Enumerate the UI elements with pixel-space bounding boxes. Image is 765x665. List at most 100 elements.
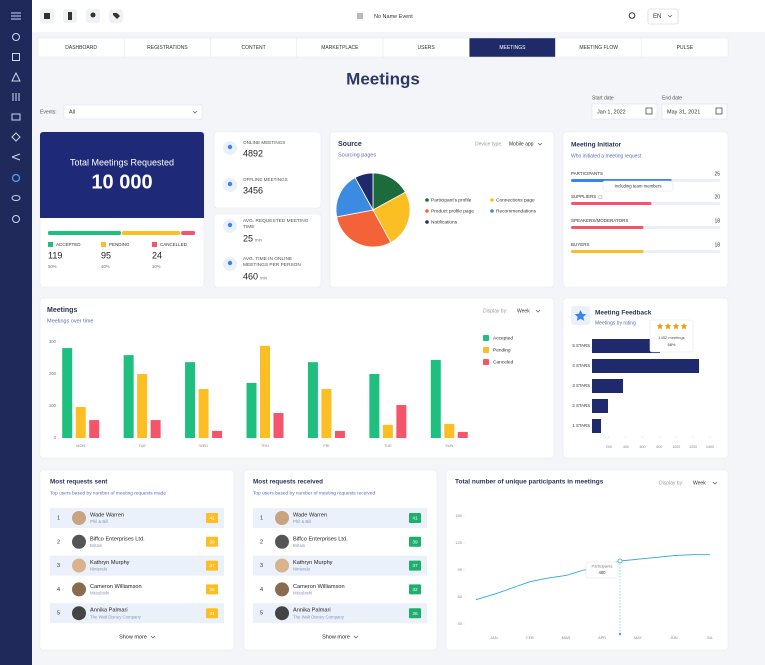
tab-label: MARKETPLACE — [321, 45, 359, 51]
legend-swatch — [483, 359, 489, 365]
list-row[interactable] — [253, 579, 427, 600]
search-icon[interactable] — [628, 12, 636, 19]
calendar-icon — [44, 13, 50, 19]
hover-point — [617, 558, 623, 564]
list-row[interactable] — [50, 555, 224, 576]
legend-swatch — [483, 335, 489, 341]
user-company: Britain — [90, 543, 103, 548]
bar — [457, 431, 468, 438]
list-row[interactable] — [253, 555, 427, 576]
user-company: Nintendo — [293, 567, 311, 572]
y-tick-label: 100 — [49, 403, 57, 408]
view-icon[interactable] — [11, 195, 21, 201]
rank: 2 — [260, 539, 263, 545]
bar — [430, 359, 441, 438]
meetings-card — [39, 297, 555, 459]
edit-icon[interactable] — [12, 53, 20, 61]
y-tick-label: 200 — [49, 371, 57, 376]
user-company: The Walt Disney Company — [293, 614, 345, 619]
count-badge — [206, 584, 218, 595]
bar — [137, 374, 148, 438]
tooltip-label: Participants — [592, 564, 613, 569]
bar — [307, 362, 318, 438]
breakdown-label: ACCEPTED — [56, 242, 81, 247]
start-label: Start date — [592, 95, 614, 101]
list-row[interactable] — [50, 531, 224, 552]
bar — [321, 389, 332, 438]
list-row[interactable] — [50, 603, 224, 624]
tooltip-star — [680, 323, 688, 330]
x-tick-label: SUN — [445, 444, 453, 448]
avatar — [275, 558, 289, 573]
settings-icon[interactable] — [12, 33, 20, 41]
launch-icon[interactable] — [11, 71, 21, 82]
chart-title: Meetings — [47, 307, 77, 314]
start-input[interactable] — [591, 103, 658, 120]
legend-label: Accepted — [493, 336, 513, 342]
feedback-star-icon — [574, 310, 587, 321]
x-tick-label: 1400 — [706, 445, 714, 449]
bar — [212, 430, 223, 438]
legend-label: Notifications — [431, 220, 458, 226]
users-icon — [90, 12, 96, 18]
tab[interactable] — [641, 37, 729, 58]
display-value: Week — [693, 480, 706, 486]
show-more[interactable]: Show more — [119, 634, 147, 640]
filters-icon[interactable] — [12, 93, 20, 101]
bar — [150, 420, 161, 438]
list-row[interactable] — [50, 579, 224, 600]
share-icon[interactable] — [11, 153, 21, 161]
avatar — [72, 558, 86, 573]
stat-label-box: AVG. REQUESTED MEETING TIME — [243, 219, 308, 230]
tab-label: REGISTRATIONS — [147, 45, 188, 51]
language-select[interactable] — [647, 8, 679, 25]
chart-subtitle: Meetings by rating — [595, 320, 636, 326]
progress-segment — [181, 231, 195, 235]
tooltip-note: Including team members — [614, 183, 661, 188]
legend-dot — [490, 209, 494, 213]
rank: 5 — [57, 611, 60, 617]
stat-value: 4892 — [243, 148, 263, 158]
hover-foot — [618, 632, 622, 636]
legend-dot — [490, 198, 494, 202]
rank: 4 — [260, 587, 263, 593]
legend-dot — [425, 220, 429, 224]
participants-card — [445, 469, 729, 651]
tag-icon[interactable] — [11, 132, 21, 142]
count: 31 — [209, 611, 215, 617]
show-more[interactable]: Show more — [322, 634, 350, 640]
list-row[interactable] — [253, 508, 427, 528]
end-input[interactable] — [661, 103, 728, 120]
bar — [592, 359, 700, 373]
briefcase-icon[interactable] — [11, 113, 21, 121]
list-row[interactable] — [253, 531, 427, 552]
tooltip-star — [672, 323, 680, 330]
stat-label: OFFLINE MEETINGS — [243, 177, 288, 182]
tab-label: USERS — [418, 45, 436, 51]
meetings-icon-active[interactable] — [11, 173, 21, 183]
user-company: Mitsubishi — [293, 591, 312, 596]
legend-label: Pending — [493, 348, 511, 354]
chevron — [353, 635, 359, 639]
list-row[interactable] — [253, 603, 427, 624]
y-tick-label: 1 STARS — [572, 423, 590, 428]
count: 26 — [412, 611, 418, 617]
menu-icon[interactable] — [11, 12, 21, 20]
x-tick-label: FRI — [323, 444, 329, 448]
x-tick-label: JUN — [670, 636, 678, 640]
stat-unit: min — [255, 238, 263, 243]
bar — [592, 379, 624, 393]
events-select[interactable] — [63, 104, 203, 120]
y-tick-label: 5 STARS — [572, 343, 590, 348]
top-bar — [32, 0, 765, 32]
sidebar — [0, 0, 32, 665]
legend-label: Canceled — [493, 360, 514, 366]
breakdown-count: 119 — [48, 250, 62, 260]
y-tick-label: 300 — [49, 339, 57, 344]
info-icon[interactable] — [12, 215, 20, 223]
stat-value: 3456 — [243, 185, 263, 195]
list-row[interactable] — [50, 508, 224, 528]
user-company: Britain — [293, 543, 306, 548]
list-subtitle: Top users based by number of meeting req… — [253, 490, 375, 496]
